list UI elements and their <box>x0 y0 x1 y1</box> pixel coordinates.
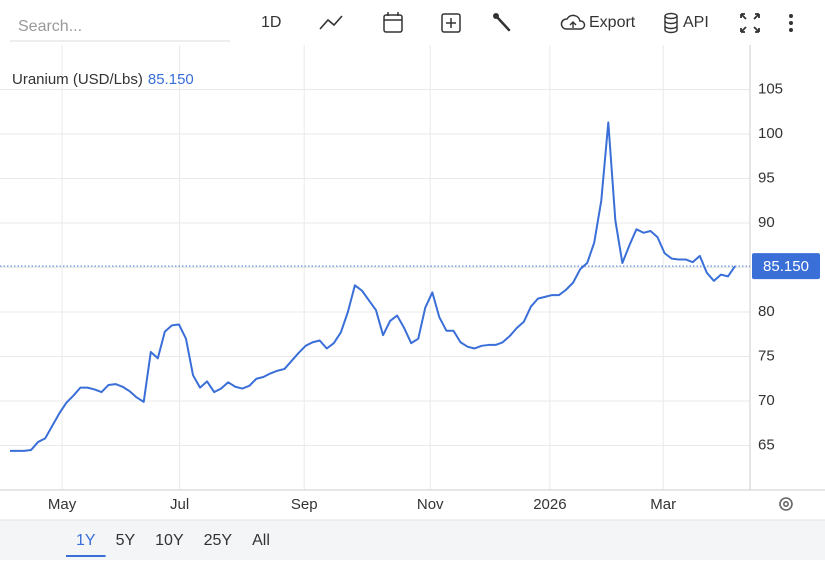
fullscreen-icon[interactable] <box>740 13 760 33</box>
toolbar: Search... 1D Export API <box>10 12 793 42</box>
add-icon[interactable] <box>441 13 461 33</box>
y-tick-label: 65 <box>758 436 775 453</box>
range-button[interactable]: All <box>252 532 270 549</box>
range-button[interactable]: 1Y <box>76 532 96 549</box>
range-button[interactable]: 10Y <box>155 532 184 549</box>
range-button[interactable]: 25Y <box>204 532 233 549</box>
api-label: API <box>683 14 709 31</box>
y-tick-label: 100 <box>758 125 783 142</box>
settings-wrench-icon[interactable] <box>493 13 511 32</box>
api-button[interactable]: API <box>664 12 709 34</box>
y-tick-label: 75 <box>758 347 775 364</box>
export-label: Export <box>589 14 636 31</box>
x-tick-label: 2026 <box>533 496 566 513</box>
chart-title: Uranium (USD/Lbs) <box>12 71 143 88</box>
range-bar <box>0 520 825 560</box>
price-line <box>10 121 736 452</box>
search-box[interactable]: Search... <box>18 18 82 35</box>
range-button[interactable]: 5Y <box>116 532 136 549</box>
x-tick-label: May <box>48 496 77 513</box>
y-tick-label: 105 <box>758 80 783 97</box>
x-tick-label: Mar <box>650 496 676 513</box>
y-tick-label: 90 <box>758 214 775 231</box>
chart-title-group: Uranium (USD/Lbs) 85.150 <box>12 71 194 88</box>
calendar-icon[interactable] <box>383 12 403 33</box>
y-tick-label: 70 <box>758 392 775 409</box>
y-tick-label: 95 <box>758 169 775 186</box>
current-value: 85.150 <box>148 71 194 88</box>
interval-button[interactable]: 1D <box>261 14 281 31</box>
x-tick-label: Nov <box>417 496 444 513</box>
current-value-badge-label: 85.150 <box>763 258 809 275</box>
x-tick-label: Jul <box>170 496 189 513</box>
current-value-badge <box>752 253 820 280</box>
x-tick-label: Sep <box>291 496 318 513</box>
settings-gear[interactable] <box>779 497 793 511</box>
menu-icon[interactable] <box>789 14 793 32</box>
chart-type-icon[interactable] <box>319 15 343 30</box>
y-tick-label: 80 <box>758 303 775 320</box>
export-button[interactable]: Export <box>560 14 636 31</box>
plot: 65707580859095100105MayJulSepNov2026Mar8… <box>0 45 825 513</box>
